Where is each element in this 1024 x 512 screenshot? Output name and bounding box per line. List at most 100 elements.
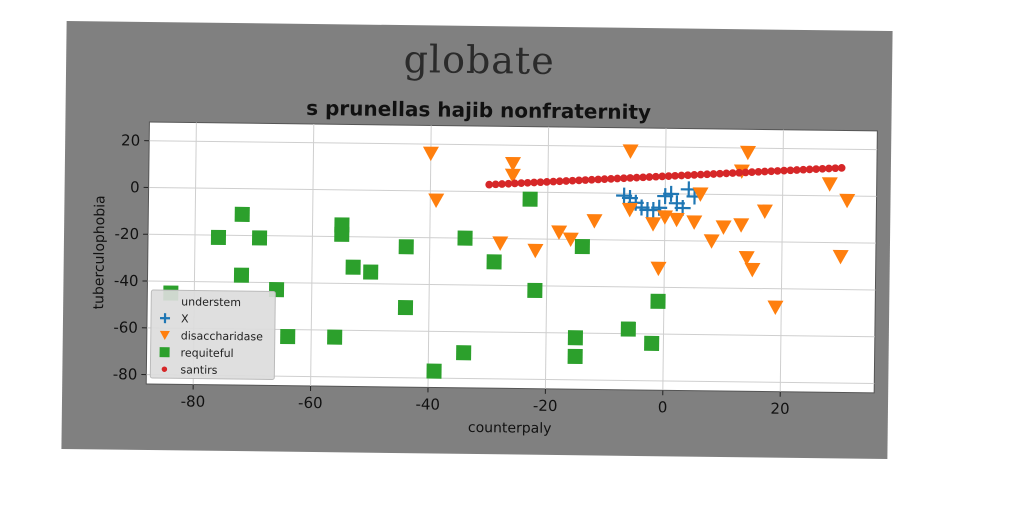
data-point: [397, 300, 414, 316]
data-point: [555, 177, 564, 186]
data-point: [562, 177, 570, 185]
data-point: [523, 178, 532, 187]
data-point: [327, 329, 343, 345]
axis-ticks: -80 -60 -40 -20 0 20 -80 -60 -40 -20 0 20: [113, 131, 790, 417]
x-tick-label: -60: [298, 394, 323, 412]
data-point: [812, 165, 820, 173]
data-point: [733, 218, 750, 233]
legend-label: X: [181, 312, 189, 325]
data-point: [825, 164, 833, 173]
data-point: [522, 191, 538, 207]
data-point: [716, 169, 724, 178]
data-point: [668, 212, 685, 228]
series-disaccharidase: [422, 144, 856, 316]
data-point: [600, 175, 609, 183]
legend-marker: [161, 366, 168, 372]
legend-label: disaccharidase: [181, 329, 264, 343]
data-point: [587, 175, 596, 184]
series-requiteful: [163, 191, 666, 379]
data-point: [620, 321, 636, 337]
data-point: [485, 180, 494, 189]
data-point: [567, 348, 583, 365]
data-point: [334, 217, 350, 233]
data-point: [492, 236, 509, 251]
data-point: [594, 175, 602, 184]
data-point: [754, 167, 763, 176]
data-point: [748, 168, 756, 176]
legend-marker: [159, 347, 170, 358]
data-point: [568, 176, 577, 185]
data-point: [735, 168, 743, 177]
data-point: [562, 232, 579, 248]
legend-item: X: [160, 312, 189, 325]
data-point: [658, 172, 667, 181]
data-point: [786, 166, 795, 175]
data-point: [498, 180, 506, 188]
data-point: [505, 156, 522, 172]
data-point: [657, 210, 674, 225]
data-point: [607, 174, 615, 183]
data-point: [251, 230, 268, 246]
data-point: [456, 345, 472, 361]
data-point: [780, 166, 788, 175]
x-tick-label: -80: [181, 392, 206, 410]
data-point: [632, 173, 641, 182]
chart-svg: -80 -60 -40 -20 0 20 -80 -60 -40 -20 0 20 counterpa…: [91, 121, 878, 437]
data-marks: [163, 144, 856, 379]
data-point: [549, 177, 558, 186]
data-point: [639, 173, 647, 182]
legend-item: disaccharidase: [159, 329, 264, 343]
legend-label: santirs: [180, 363, 217, 376]
data-point: [398, 239, 414, 255]
series-X: [616, 181, 703, 219]
data-point: [651, 172, 660, 181]
data-point: [345, 259, 361, 275]
data-point: [722, 169, 731, 178]
data-point: [613, 174, 622, 183]
data-point: [650, 293, 666, 309]
data-point: [551, 225, 568, 240]
data-point: [684, 171, 692, 180]
data-point: [422, 146, 439, 162]
data-point: [821, 177, 838, 192]
data-point: [728, 169, 737, 177]
y-tick-label: -80: [113, 365, 138, 383]
data-point: [744, 262, 761, 278]
data-point: [504, 168, 521, 184]
data-point: [839, 193, 856, 209]
data-point: [626, 174, 635, 182]
data-point: [210, 229, 227, 246]
data-point: [457, 230, 473, 246]
y-grid-line: [148, 186, 877, 197]
y-tick-label: 20: [121, 131, 140, 149]
chart-figure: globate s prunellas hajib nonfraternity …: [61, 20, 893, 460]
data-point: [581, 176, 590, 184]
data-point: [536, 178, 545, 187]
data-point: [792, 166, 801, 174]
data-point: [818, 164, 827, 173]
data-point: [677, 171, 686, 180]
data-point: [664, 172, 673, 180]
data-point: [740, 145, 757, 161]
data-point: [543, 178, 551, 186]
data-point: [738, 251, 755, 266]
data-point: [760, 167, 769, 176]
data-point: [767, 300, 784, 316]
y-axis-label: tuberculophobia: [91, 195, 108, 309]
legend-label: requiteful: [181, 346, 234, 360]
data-point: [709, 170, 718, 178]
x-axis-label: counterpaly: [468, 420, 552, 437]
x-tick-label: 0: [658, 398, 668, 416]
y-tick-label: -60: [113, 318, 138, 336]
data-point: [517, 179, 526, 187]
data-point: [530, 178, 538, 187]
data-point: [567, 330, 583, 346]
x-grid-line: [427, 125, 432, 388]
data-point: [686, 215, 703, 230]
data-point: [773, 167, 782, 175]
data-point: [799, 165, 808, 174]
data-point: [645, 217, 662, 232]
data-point: [234, 206, 250, 222]
data-point: [574, 239, 590, 255]
data-point: [527, 282, 543, 299]
